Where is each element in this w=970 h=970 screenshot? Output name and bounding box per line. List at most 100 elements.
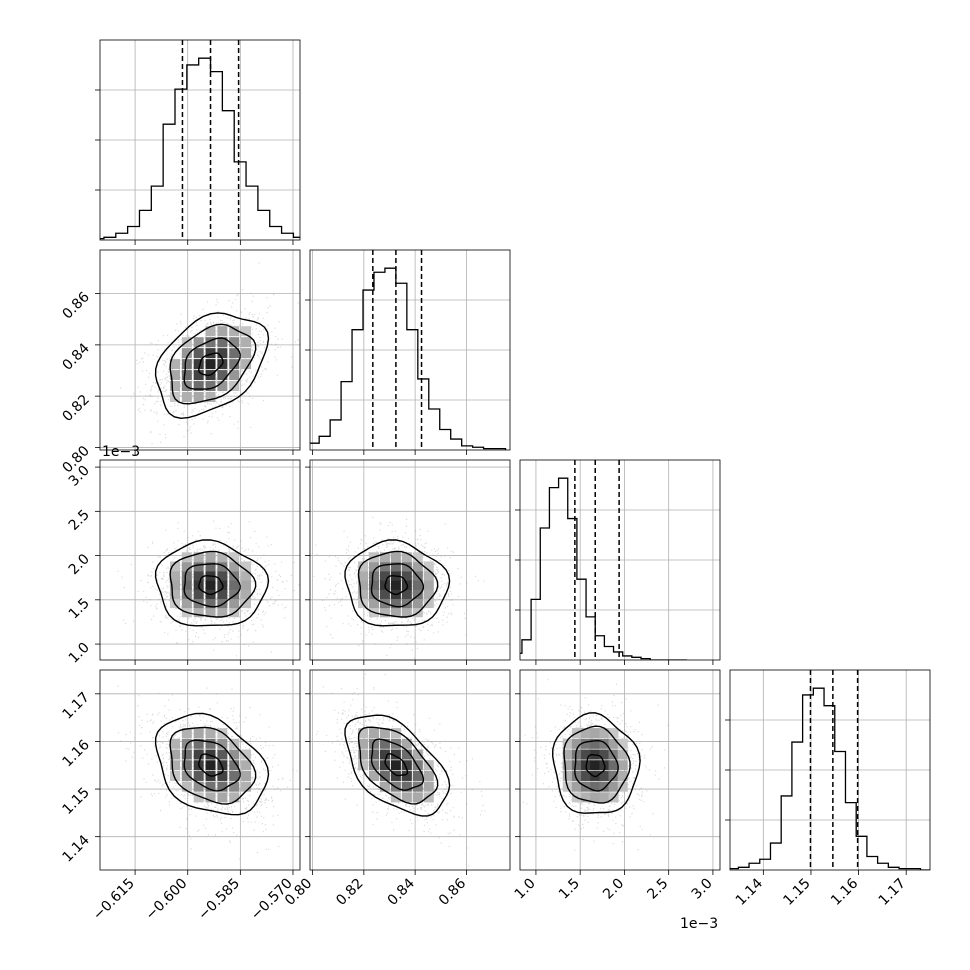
density-cell [590,792,601,803]
y-tick-label: 2.0 [66,551,93,578]
density-cell [571,760,582,771]
density-cell [229,760,240,771]
density-cell [205,348,216,359]
density-cell [412,598,423,609]
density-cell [590,728,601,739]
density-cell [358,738,369,749]
density-cell [617,738,628,749]
contour-3-1-3 [384,753,409,777]
density-cell [412,760,423,771]
panel-3-1 [305,669,511,875]
panel-2-0 [95,459,301,665]
density-cell [205,738,216,749]
density-cell [608,770,619,781]
scatter-points-3-1 [316,673,486,867]
density-cell [401,588,412,599]
density-cell [617,760,628,771]
density-cell [193,552,204,563]
density-cell [241,781,252,792]
density-cell [217,598,228,609]
density-cell [390,552,401,563]
panel-3-0 [95,669,301,875]
density-cell [358,570,369,581]
density-cell [217,381,228,392]
contour-3-0-0 [154,712,270,816]
y-tick-label: 0.86 [59,289,92,322]
density-cell [205,781,216,792]
density-cell [193,570,204,581]
density-cell [358,728,369,739]
y-tick-label: 1.0 [66,640,93,667]
density-cell [423,598,434,609]
density-cell [368,770,379,781]
density-cell [217,792,228,803]
density-cell [241,579,252,590]
density-cell [590,760,601,771]
density-cell [379,749,390,760]
density-cell [181,348,192,359]
density-cell [571,781,582,792]
density-cell [379,760,390,771]
density-cell [401,598,412,609]
panel-1-0 [95,249,301,455]
density-cell [423,579,434,590]
density-cell [423,792,434,803]
panel-frame [99,669,301,871]
x-tick-label: 0.86 [436,875,469,908]
density-cell [193,770,204,781]
contour-1-0-0 [154,312,270,420]
density-cell [217,348,228,359]
density-cell [599,781,610,792]
density-cell [590,781,601,792]
contour-3-1-2 [370,738,425,791]
density-cell [205,598,216,609]
density-cell [562,770,573,781]
scatter-dot [316,673,486,867]
density-cell [193,792,204,803]
x-tick-label: 0.84 [385,875,418,908]
density-cell [217,588,228,599]
density-cell [181,370,192,381]
density-cell [181,561,192,572]
x-tick-label: 1.16 [828,875,861,908]
density-cell [229,781,240,792]
density-cell [368,760,379,771]
density-cell [181,760,192,771]
density-cell [193,588,204,599]
density-cell [229,348,240,359]
density-cell [193,381,204,392]
density-cell [562,738,573,749]
density-cell [401,561,412,572]
density-cell [412,770,423,781]
density-cell [379,552,390,563]
density-cell [229,588,240,599]
density-cell [241,359,252,370]
density-cell [608,728,619,739]
x-tick-label: −0.585 [195,876,243,924]
density-cell [571,738,582,749]
x-tick-label: 1.15 [780,876,813,909]
panel-frame [729,669,931,871]
density-cell [390,760,401,771]
density-cell [205,359,216,370]
density-cell [229,598,240,609]
contour-3-1-1 [357,726,439,805]
density-cell [562,760,573,771]
density-cell [193,728,204,739]
x-offset-label: 1e−3 [680,916,718,932]
density-cell [170,770,180,781]
contour-2-0-3 [198,575,224,596]
density-cell [170,588,180,599]
density-cell [217,570,228,581]
density-cell [181,781,192,792]
density-cell [401,552,412,563]
density-cell [217,337,228,348]
density-cell [205,337,216,348]
x-tick-label: 3.0 [689,876,716,903]
scatter-dot [313,516,485,659]
density-cell [205,728,216,739]
density-cell [241,570,252,581]
density-cell [193,370,204,381]
density-cell [193,738,204,749]
x-tick-label: 2.0 [600,876,627,903]
